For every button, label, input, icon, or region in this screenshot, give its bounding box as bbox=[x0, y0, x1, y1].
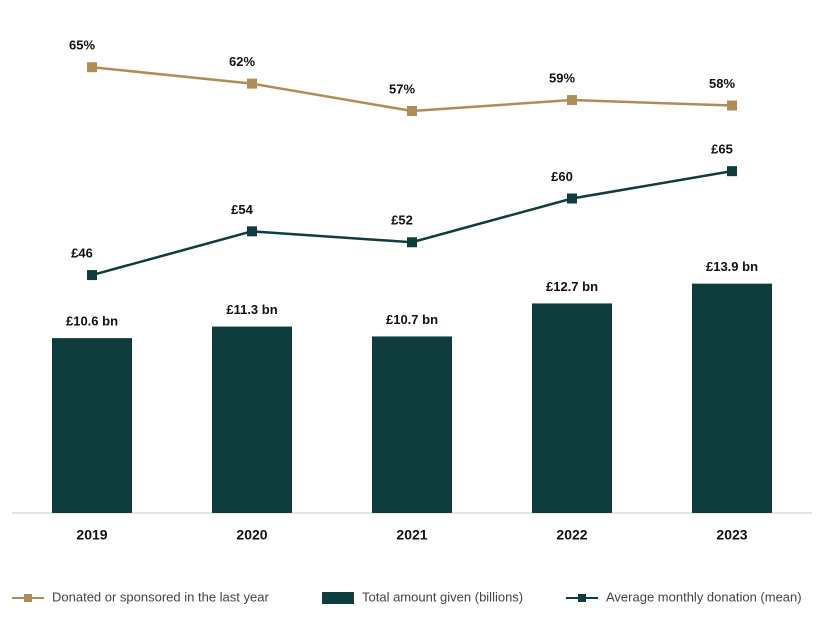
x-tick-label: 2023 bbox=[716, 527, 747, 543]
data-label: 58% bbox=[709, 76, 735, 91]
data-label: £10.7 bn bbox=[386, 312, 438, 327]
legend-swatch bbox=[322, 592, 354, 604]
legend-swatch bbox=[24, 594, 32, 602]
data-label: £10.6 bn bbox=[66, 314, 118, 329]
x-tick-label: 2022 bbox=[556, 527, 587, 543]
marker bbox=[727, 100, 737, 111]
marker bbox=[247, 78, 257, 89]
bar bbox=[52, 338, 132, 513]
data-label: £52 bbox=[391, 213, 413, 228]
data-label: £12.7 bn bbox=[546, 279, 598, 294]
x-tick-label: 2020 bbox=[236, 527, 267, 543]
data-label: £46 bbox=[71, 246, 93, 261]
legend-label: Total amount given (billions) bbox=[362, 589, 523, 604]
marker bbox=[567, 193, 577, 204]
x-tick-label: 2021 bbox=[396, 527, 427, 543]
bar bbox=[212, 326, 292, 513]
marker bbox=[87, 270, 97, 281]
data-label: 62% bbox=[229, 54, 255, 69]
marker bbox=[727, 166, 737, 177]
bar bbox=[372, 336, 452, 513]
data-label: £65 bbox=[711, 142, 733, 157]
marker bbox=[407, 105, 417, 116]
data-label: £13.9 bn bbox=[706, 259, 758, 274]
legend-label: Average monthly donation (mean) bbox=[606, 589, 802, 604]
marker bbox=[407, 237, 417, 248]
marker bbox=[247, 226, 257, 237]
bar bbox=[692, 283, 772, 513]
data-label: 57% bbox=[389, 81, 415, 96]
bar bbox=[532, 303, 612, 513]
marker bbox=[87, 62, 97, 73]
x-tick-label: 2019 bbox=[76, 527, 107, 543]
data-label: £60 bbox=[551, 169, 573, 184]
data-label: 59% bbox=[549, 70, 575, 85]
legend-swatch bbox=[578, 594, 586, 602]
data-label: £54 bbox=[231, 202, 253, 217]
legend-label: Donated or sponsored in the last year bbox=[52, 589, 269, 604]
marker bbox=[567, 95, 577, 106]
data-label: 65% bbox=[69, 38, 95, 53]
data-label: £11.3 bn bbox=[226, 302, 277, 317]
